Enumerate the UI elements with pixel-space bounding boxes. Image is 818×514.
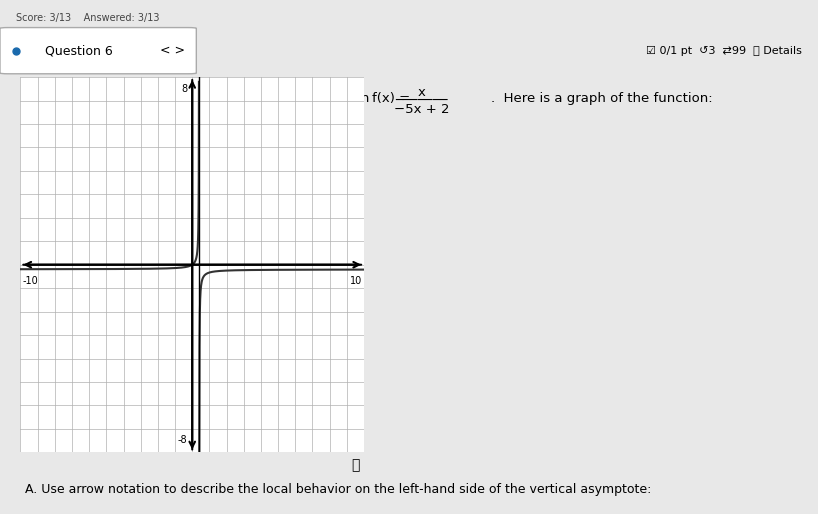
Text: -8: -8 — [178, 435, 187, 445]
FancyBboxPatch shape — [0, 28, 196, 74]
Text: ☑ 0/1 pt  ↺3  ⇄99  ⓘ Details: ☑ 0/1 pt ↺3 ⇄99 ⓘ Details — [645, 46, 802, 56]
Text: .  Here is a graph of the function:: . Here is a graph of the function: — [491, 92, 712, 105]
Text: −5x + 2: −5x + 2 — [393, 103, 449, 116]
Text: -10: -10 — [22, 277, 38, 286]
Text: ───────: ─────── — [395, 94, 447, 107]
Text: Score: 3/13    Answered: 3/13: Score: 3/13 Answered: 3/13 — [16, 13, 160, 24]
Text: x: x — [417, 85, 425, 99]
Text: 8: 8 — [181, 84, 187, 94]
Text: 10: 10 — [350, 277, 362, 286]
Text: 🔍: 🔍 — [352, 458, 360, 472]
Text: < >: < > — [160, 44, 185, 57]
Text: f(x) =: f(x) = — [372, 92, 411, 105]
Text: A. Use arrow notation to describe the local behavior on the left-hand side of th: A. Use arrow notation to describe the lo… — [25, 484, 651, 497]
Text: Question 6: Question 6 — [45, 44, 113, 57]
Text: Describe the local and end behavior of the function: Describe the local and end behavior of t… — [25, 92, 369, 105]
